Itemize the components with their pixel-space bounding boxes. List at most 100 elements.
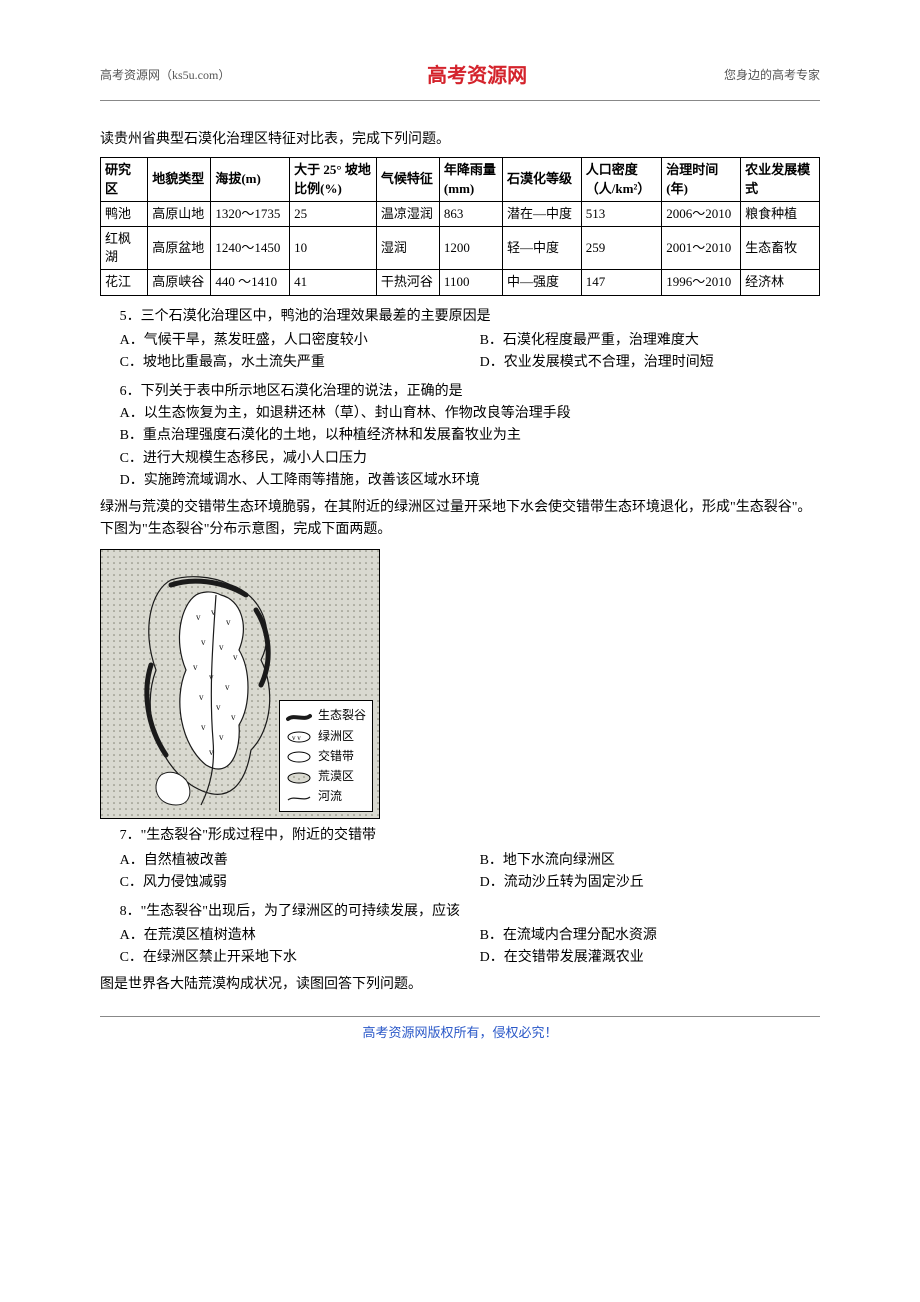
page-footer: 高考资源网版权所有，侵权必究！ <box>0 1016 920 1044</box>
table-header-cell: 气候特征 <box>376 158 439 201</box>
table-cell: 2006～2010 <box>662 201 741 226</box>
legend-label: 河流 <box>318 787 342 806</box>
legend-row: v v 绿洲区 <box>286 727 366 746</box>
table-cell: 863 <box>439 201 502 226</box>
option: C．进行大规模生态移民，减小人口压力 <box>100 448 820 470</box>
table-header-cell: 研究区 <box>101 158 148 201</box>
table-header-cell: 治理时间(年) <box>662 158 741 201</box>
table-header-cell: 地貌类型 <box>148 158 211 201</box>
question: 7．"生态裂谷"形成过程中，附近的交错带 A．自然植被改善B．地下水流向绿洲区C．… <box>100 825 820 894</box>
table-cell: 红枫湖 <box>101 226 148 269</box>
option: C．风力侵蚀减弱 <box>100 872 460 894</box>
question-stem: 6．下列关于表中所示地区石漠化治理的说法，正确的是 <box>100 381 820 403</box>
question-stem: 7．"生态裂谷"形成过程中，附近的交错带 <box>100 825 820 847</box>
table-cell: 鸭池 <box>101 201 148 226</box>
header-divider <box>100 100 820 101</box>
svg-text:v: v <box>219 642 224 652</box>
table-cell: 经济林 <box>741 270 820 295</box>
table-header-cell: 农业发展模式 <box>741 158 820 201</box>
header-right: 您身边的高考专家 <box>724 66 820 85</box>
option: A．自然植被改善 <box>100 850 460 872</box>
table-cell: 1100 <box>439 270 502 295</box>
table-cell: 高原山地 <box>148 201 211 226</box>
option: A．气候干旱，蒸发旺盛，人口密度较小 <box>100 330 460 352</box>
svg-text:v: v <box>225 682 230 692</box>
table-cell: 147 <box>581 270 661 295</box>
comparison-table: 研究区地貌类型海拔(m)大于 25° 坡地比例(%)气候特征年降雨量(mm)石漠… <box>100 157 820 295</box>
table-header-cell: 海拔(m) <box>211 158 290 201</box>
header-center: 高考资源网 <box>427 60 527 92</box>
option: B．石漠化程度最严重，治理难度大 <box>460 330 820 352</box>
options: A．以生态恢复为主，如退耕还林（草）、封山育林、作物改良等治理手段B．重点治理强… <box>100 403 820 493</box>
question-stem: 5．三个石漠化治理区中，鸭池的治理效果最差的主要原因是 <box>100 306 820 328</box>
svg-text:v: v <box>233 652 238 662</box>
option: B．地下水流向绿洲区 <box>460 850 820 872</box>
legend-label: 生态裂谷 <box>318 706 366 725</box>
footer-text: 高考资源网版权所有，侵权必究！ <box>362 1025 557 1040</box>
option: B．重点治理强度石漠化的土地，以种植经济林和发展畜牧业为主 <box>100 425 820 447</box>
table-header-cell: 人口密度（人/km²） <box>581 158 661 201</box>
legend-label: 交错带 <box>318 747 354 766</box>
table-cell: 1996～2010 <box>662 270 741 295</box>
table-cell: 湿润 <box>376 226 439 269</box>
table-cell: 1240～1450 <box>211 226 290 269</box>
table-cell: 中—强度 <box>502 270 581 295</box>
page-header: 高考资源网（ks5u.com） 高考资源网 您身边的高考专家 <box>100 60 820 92</box>
legend-label: 荒漠区 <box>318 767 354 786</box>
svg-text:v: v <box>226 617 231 627</box>
table-cell: 温凉湿润 <box>376 201 439 226</box>
svg-text:v: v <box>199 692 204 702</box>
table-cell: 513 <box>581 201 661 226</box>
legend-swatch <box>286 750 312 762</box>
legend-swatch <box>286 710 312 722</box>
table-cell: 花江 <box>101 270 148 295</box>
legend-swatch <box>286 771 312 783</box>
option: A．在荒漠区植树造林 <box>100 925 460 947</box>
legend-label: 绿洲区 <box>318 727 354 746</box>
table-cell: 259 <box>581 226 661 269</box>
table-cell: 41 <box>290 270 377 295</box>
options: A．气候干旱，蒸发旺盛，人口密度较小B．石漠化程度最严重，治理难度大C．坡地比重… <box>100 330 820 375</box>
svg-text:v: v <box>219 732 224 742</box>
table-cell: 440 ～1410 <box>211 270 290 295</box>
option: A．以生态恢复为主，如退耕还林（草）、封山育林、作物改良等治理手段 <box>100 403 820 425</box>
svg-text:v: v <box>201 722 206 732</box>
legend-row: 荒漠区 <box>286 767 366 786</box>
question-stem: 8．"生态裂谷"出现后，为了绿洲区的可持续发展，应该 <box>100 901 820 923</box>
table-cell: 生态畜牧 <box>741 226 820 269</box>
eco-valley-figure: vvvvvvvvvvvvvvv 生态裂谷v v绿洲区交错带荒漠区河流 <box>100 549 380 819</box>
table-cell: 25 <box>290 201 377 226</box>
context-paragraph: 绿洲与荒漠的交错带生态环境脆弱，在其附近的绿洲区过量开采地下水会使交错带生态环境… <box>100 497 820 542</box>
question: 5．三个石漠化治理区中，鸭池的治理效果最差的主要原因是A．气候干旱，蒸发旺盛，人… <box>100 306 820 375</box>
table-header-cell: 年降雨量(mm) <box>439 158 502 201</box>
option: D．实施跨流域调水、人工降雨等措施，改善该区域水环境 <box>100 470 820 492</box>
options: A．在荒漠区植树造林B．在流域内合理分配水资源C．在绿洲区禁止开采地下水D．在交… <box>100 925 820 970</box>
option: D．农业发展模式不合理，治理时间短 <box>460 352 820 374</box>
option: C．在绿洲区禁止开采地下水 <box>100 947 460 969</box>
legend-swatch <box>286 791 312 803</box>
table-cell: 2001～2010 <box>662 226 741 269</box>
table-cell: 干热河谷 <box>376 270 439 295</box>
svg-text:v: v <box>193 662 198 672</box>
svg-text:v: v <box>216 702 221 712</box>
table-cell: 潜在—中度 <box>502 201 581 226</box>
table-row: 鸭池高原山地1320～173525温凉湿润863潜在—中度5132006～201… <box>101 201 820 226</box>
option: D．流动沙丘转为固定沙丘 <box>460 872 820 894</box>
table-row: 花江高原峡谷440 ～141041干热河谷1100中—强度1471996～201… <box>101 270 820 295</box>
table-cell: 10 <box>290 226 377 269</box>
question: 8．"生态裂谷"出现后，为了绿洲区的可持续发展，应该A．在荒漠区植树造林B．在流… <box>100 901 820 970</box>
options: A．自然植被改善B．地下水流向绿洲区C．风力侵蚀减弱D．流动沙丘转为固定沙丘 <box>100 850 820 895</box>
footer-divider <box>100 1016 820 1017</box>
table-header-cell: 大于 25° 坡地比例(%) <box>290 158 377 201</box>
figure-legend: 生态裂谷 v v 绿洲区交错带荒漠区河流 <box>279 700 373 812</box>
table-intro: 读贵州省典型石漠化治理区特征对比表，完成下列问题。 <box>100 129 820 151</box>
svg-text:v: v <box>201 637 206 647</box>
question: 6．下列关于表中所示地区石漠化治理的说法，正确的是A．以生态恢复为主，如退耕还林… <box>100 381 820 493</box>
table-header-cell: 石漠化等级 <box>502 158 581 201</box>
table-cell: 1320～1735 <box>211 201 290 226</box>
svg-text:v: v <box>231 712 236 722</box>
legend-row: 生态裂谷 <box>286 706 366 725</box>
svg-text:v v: v v <box>292 734 301 742</box>
tail-paragraph: 图是世界各大陆荒漠构成状况，读图回答下列问题。 <box>100 974 820 996</box>
legend-row: 交错带 <box>286 747 366 766</box>
